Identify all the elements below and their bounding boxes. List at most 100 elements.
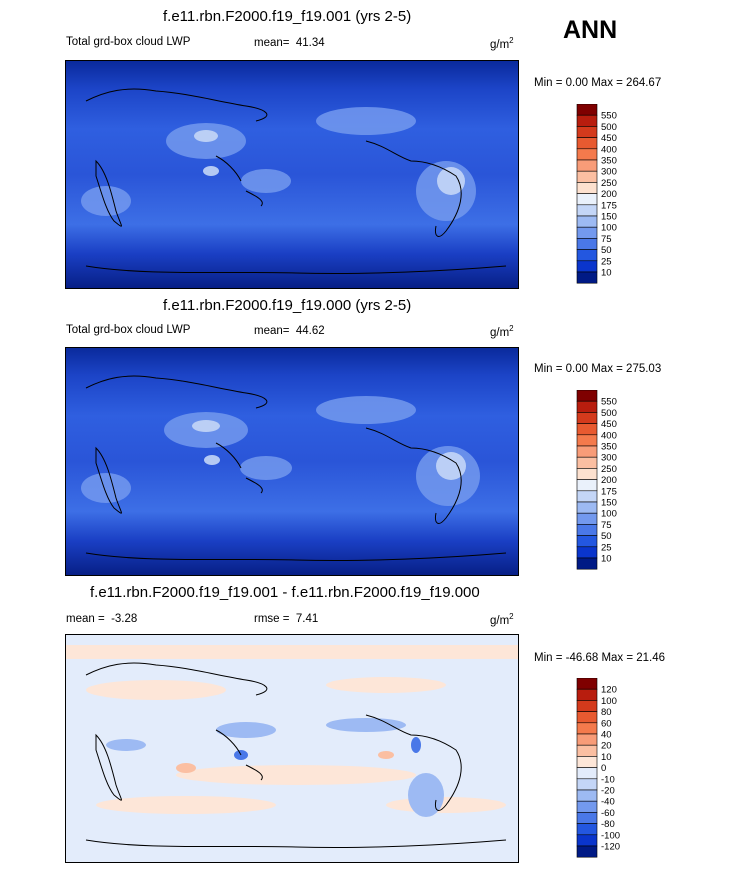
- colorbar-1-label-9: 150: [601, 212, 617, 223]
- panel-3-rmse: rmse = 7.41: [254, 613, 318, 625]
- colorbar-3-label-8: -10: [601, 774, 615, 785]
- panel-2-mean: mean= 44.62: [254, 325, 325, 337]
- colorbar-3-box-2: [576, 700, 598, 712]
- colorbar-1-box-12: [576, 238, 598, 250]
- colorbar-1-label-4: 350: [601, 156, 617, 167]
- colorbar-1-label-12: 50: [601, 245, 612, 256]
- positive-diff-peaks: [176, 751, 394, 773]
- colorbar-3-label-6: 10: [601, 752, 612, 763]
- colorbar-1-box-6: [576, 170, 598, 183]
- colorbar-2-box-8: [576, 479, 598, 492]
- panel-1-units: g/m2: [490, 36, 514, 51]
- colorbar-3-label-11: -60: [601, 808, 615, 819]
- panel-1-mean: mean= 41.34: [254, 37, 325, 49]
- colorbar-2-label-0: 550: [601, 397, 617, 408]
- colorbar-3-label-7: 0: [601, 763, 606, 774]
- colorbar-3-box-12: [576, 812, 598, 824]
- colorbar-3-label-4: 40: [601, 730, 612, 741]
- panel-1-minmax: Min = 0.00 Max = 264.67: [534, 77, 662, 89]
- colorbar-2-label-2: 450: [601, 419, 617, 430]
- panel-3-rmse-value: 7.41: [295, 613, 319, 625]
- panel-1-variable: Total grd-box cloud LWP: [66, 36, 191, 48]
- panel-1-title: f.e11.rbn.F2000.f19_f19.001 (yrs 2-5): [163, 8, 412, 25]
- panel-2-units-sup: 2: [509, 324, 514, 333]
- panel-3-map: [65, 634, 519, 863]
- colorbar-2-label-13: 25: [601, 542, 612, 553]
- colorbar-1-label-6: 250: [601, 178, 617, 189]
- coastlines: [85, 662, 507, 849]
- coastlines: [85, 375, 507, 562]
- strong-negative-diff: [234, 737, 421, 760]
- colorbar-3-label-9: -20: [601, 786, 615, 797]
- colorbar-2-box-0: [576, 389, 598, 402]
- colorbar-3-label-10: -40: [601, 797, 615, 808]
- colorbar-2-label-14: 10: [601, 554, 612, 565]
- colorbar-3-box-14: [576, 834, 598, 847]
- colorbar-2-label-5: 300: [601, 453, 617, 464]
- colorbar-3-box-13: [576, 823, 598, 836]
- colorbar-1-label-7: 200: [601, 189, 617, 200]
- colorbar-2-box-15: [576, 557, 598, 570]
- colorbar-2-box-5: [576, 445, 598, 458]
- colorbar-1-box-11: [576, 226, 598, 239]
- colorbar-2-box-10: [576, 501, 598, 514]
- panel-3-mean-label: mean =: [66, 613, 105, 625]
- colorbar-2-label-1: 500: [601, 408, 617, 419]
- colorbar-2-label-7: 200: [601, 475, 617, 486]
- colorbar-3-box-15: [576, 845, 598, 858]
- colorbar-2-label-10: 100: [601, 509, 617, 520]
- colorbar-3-box-0: [576, 677, 598, 690]
- panel-1-mean-value: 41.34: [295, 37, 325, 49]
- panel-3-rmse-label: rmse =: [254, 613, 290, 625]
- colorbar-1-box-15: [576, 271, 598, 284]
- colorbar-2-label-3: 400: [601, 430, 617, 441]
- colorbar-3-box-3: [576, 711, 598, 724]
- lwp-peaks: [192, 420, 466, 480]
- colorbar-3-label-14: -120: [601, 842, 620, 853]
- season-label: ANN: [563, 16, 618, 44]
- colorbar-1-box-1: [576, 114, 598, 127]
- colorbar-2-label-6: 250: [601, 464, 617, 475]
- panel-3-colorbar: 120 100 80 60 40 20 10 0 -10 -20 -40 -60 -80 -100 -120: [576, 677, 666, 863]
- colorbar-2-box-1: [576, 400, 598, 413]
- colorbar-2-box-7: [576, 468, 598, 480]
- colorbar-1-box-0: [576, 103, 598, 116]
- panel-1-colorbar-svg: 5505004504003503002502001751501007550251…: [576, 103, 617, 284]
- colorbar-1-box-4: [576, 148, 598, 161]
- colorbar-3-label-3: 60: [601, 718, 612, 729]
- panel-3-mean: mean = -3.28: [66, 613, 137, 625]
- colorbar-1-box-3: [576, 137, 598, 150]
- panel-2-units-base: g/m: [490, 326, 510, 339]
- panel-1-colorbar: 550 500 450 400 350 300 250 200 175 150 100 75 50 25 1…: [576, 103, 666, 289]
- panel-2-colorbar: 550 500 450 400 350 300 250 200 175 150 100 75 50 25 1…: [576, 389, 666, 575]
- colorbar-3-label-5: 20: [601, 741, 612, 752]
- colorbar-1-box-2: [576, 126, 598, 138]
- colorbar-2-box-14: [576, 546, 598, 559]
- colorbar-3-label-1: 100: [601, 696, 617, 707]
- colorbar-1-box-7: [576, 182, 598, 194]
- colorbar-2-label-8: 175: [601, 486, 617, 497]
- colorbar-3-box-7: [576, 756, 598, 768]
- panel-2-title: f.e11.rbn.F2000.f19_f19.000 (yrs 2-5): [163, 297, 412, 314]
- colorbar-2-box-6: [576, 456, 598, 469]
- panel-1-map: [65, 60, 519, 289]
- colorbar-3-box-5: [576, 733, 598, 746]
- panel-1-mean-label: mean=: [254, 37, 290, 49]
- panel-2-minmax: Min = 0.00 Max = 275.03: [534, 363, 662, 375]
- colorbar-3-box-1: [576, 688, 598, 701]
- colorbar-3-label-13: -100: [601, 830, 620, 841]
- colorbar-2-box-12: [576, 524, 598, 536]
- colorbar-3-box-11: [576, 800, 598, 813]
- colorbar-1-label-1: 500: [601, 122, 617, 133]
- negative-diff-regions: [106, 718, 444, 817]
- coastlines: [85, 88, 507, 275]
- colorbar-1-label-14: 10: [601, 268, 612, 279]
- panel-3-units: g/m2: [490, 612, 514, 627]
- colorbar-2-box-4: [576, 434, 598, 447]
- panel-2-map: [65, 347, 519, 576]
- panel-3-mean-value: -3.28: [111, 613, 138, 625]
- colorbar-1-label-5: 300: [601, 167, 617, 178]
- colorbar-2-box-13: [576, 535, 598, 548]
- panel-3-units-sup: 2: [509, 612, 514, 621]
